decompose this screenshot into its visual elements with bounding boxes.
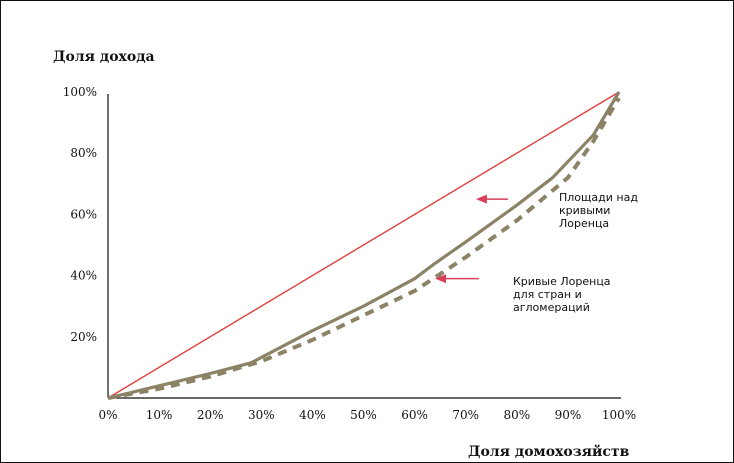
annotation-arrow-head	[435, 274, 447, 284]
series-line-solid-thin	[107, 91, 620, 399]
y-axis-title: Доля дохода	[53, 49, 155, 65]
x-tick-label: 10%	[146, 408, 173, 422]
annotation-text: агломераций	[513, 301, 590, 314]
y-tick-label: 20%	[70, 330, 97, 344]
x-tick-label: 20%	[197, 408, 224, 422]
x-tick-label: 0%	[98, 408, 117, 422]
annotation-text: Площади над	[559, 191, 638, 204]
y-tick-label: 60%	[70, 207, 97, 221]
annotation-text: для стран и	[513, 288, 582, 301]
x-tick-label: 60%	[401, 408, 428, 422]
x-tick-label: 30%	[248, 408, 275, 422]
y-tick-label: 100%	[63, 85, 97, 99]
x-tick-label: 70%	[452, 408, 479, 422]
series-line-solid-thick	[107, 91, 621, 400]
x-tick-label: 80%	[503, 408, 530, 422]
x-tick-label: 50%	[350, 408, 377, 422]
series-line-dashed	[107, 97, 621, 400]
y-tick-label: 40%	[70, 269, 97, 283]
x-axis-title: Доля домохозяйств	[468, 443, 630, 460]
annotation-text: Кривые Лоренца	[513, 275, 611, 288]
x-tick-label: 90%	[555, 408, 582, 422]
annotation-text: Лоренца	[559, 217, 609, 230]
y-tick-label: 80%	[70, 146, 97, 160]
annotation-arrow-head	[475, 194, 487, 204]
x-tick-label: 40%	[299, 408, 326, 422]
annotation-text: кривыми	[559, 204, 610, 217]
x-tick-label: 100%	[602, 408, 636, 422]
